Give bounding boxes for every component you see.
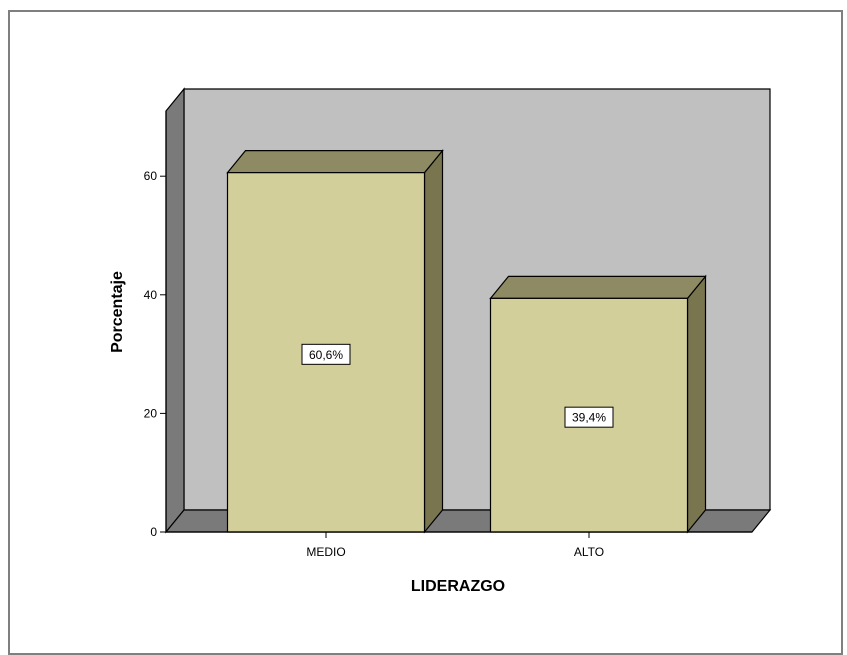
data-label-alto: 39,4% xyxy=(564,406,614,428)
y-tick-label: 0 xyxy=(150,525,157,539)
data-label-text: 39,4% xyxy=(572,411,606,425)
side-wall xyxy=(165,87,185,534)
x-tick-label: MEDIO xyxy=(306,545,345,559)
y-axis: 0 20 40 60 xyxy=(144,110,167,539)
bar-medio xyxy=(226,148,444,534)
data-label-medio: 60,6% xyxy=(301,343,351,365)
y-tick-label: 20 xyxy=(144,406,158,420)
bar-side xyxy=(423,148,444,534)
y-tick-label: 60 xyxy=(144,169,158,183)
bar-top xyxy=(489,275,707,299)
data-label-text: 60,6% xyxy=(309,348,343,362)
data-label-box xyxy=(301,343,351,365)
bar-alto xyxy=(489,274,707,534)
y-tick-label: 40 xyxy=(144,288,158,302)
x-axis: MEDIO ALTO xyxy=(166,531,752,559)
x-tick-label: ALTO xyxy=(574,545,604,559)
x-axis-title: LIDERAZGO xyxy=(411,578,505,595)
y-axis-title: Porcentaje xyxy=(109,271,126,353)
bar-side xyxy=(686,274,707,534)
bar-top xyxy=(226,150,444,174)
data-label-box xyxy=(564,406,614,428)
data-labels: 60,6% 39,4% xyxy=(301,343,614,428)
